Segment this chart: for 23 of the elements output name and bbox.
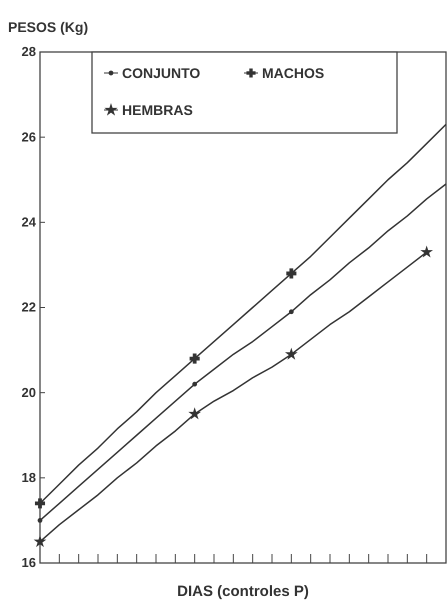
- y-tick-label: 18: [22, 470, 36, 485]
- x-axis-title: DIAS (controles P): [177, 583, 309, 600]
- point: [420, 245, 434, 258]
- point: [190, 354, 200, 364]
- point: [288, 309, 294, 314]
- legend-label: CONJUNTO: [122, 65, 200, 81]
- point: [188, 407, 202, 420]
- point: [34, 535, 46, 548]
- y-tick-label: 26: [22, 129, 36, 144]
- y-tick-label: 20: [22, 384, 36, 400]
- point: [34, 498, 46, 508]
- point: [286, 268, 296, 278]
- point: [192, 382, 198, 387]
- point: [38, 518, 42, 523]
- y-tick-label: 24: [22, 214, 37, 230]
- legend-label: MACHOS: [262, 65, 324, 81]
- point: [284, 348, 298, 360]
- line-series: [39, 183, 447, 522]
- y-tick-label: 16: [22, 555, 36, 570]
- y-tick-label: 22: [22, 300, 36, 315]
- legend-label: HEMBRAS: [122, 102, 193, 118]
- y-tick-label: 28: [22, 44, 36, 60]
- y-axis-title: PESOS (Kg): [8, 19, 88, 35]
